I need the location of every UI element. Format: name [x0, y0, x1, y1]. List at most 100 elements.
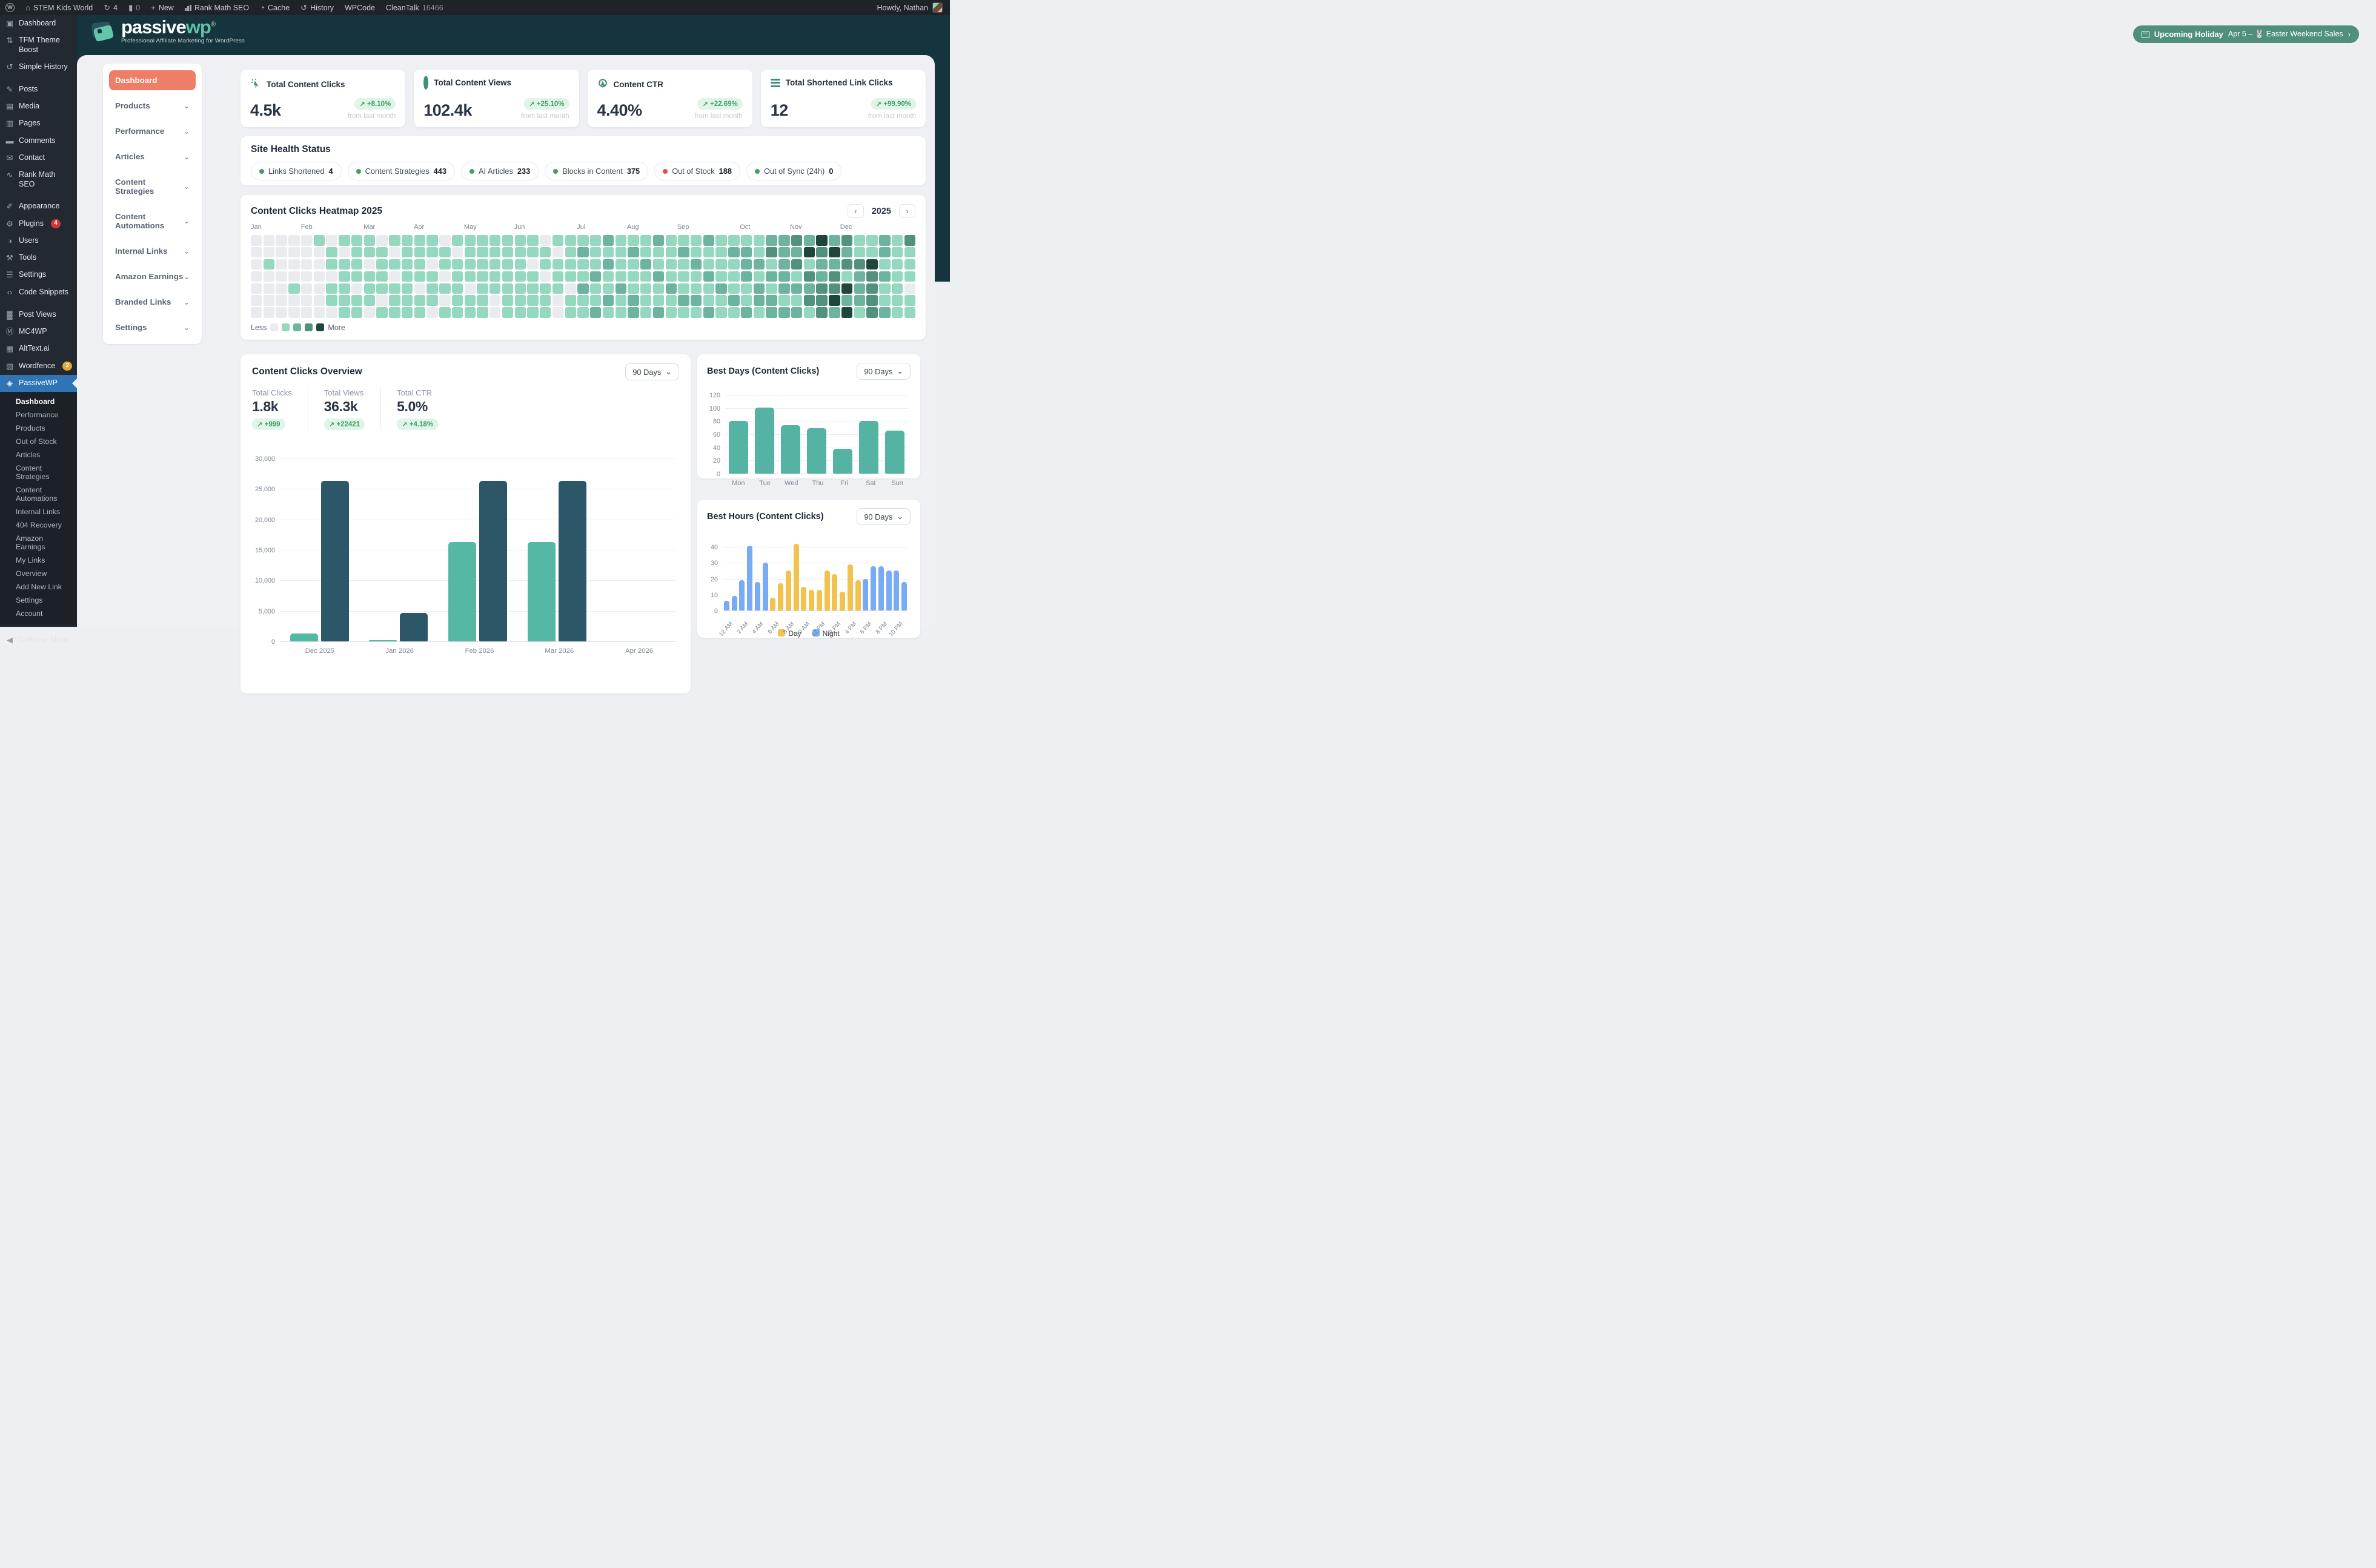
- heatmap-cell[interactable]: [540, 283, 551, 294]
- heatmap-cell[interactable]: [314, 247, 325, 258]
- heatmap-cell[interactable]: [264, 307, 274, 318]
- heatmap-cell[interactable]: [364, 271, 375, 282]
- heatmap-cell[interactable]: [715, 235, 726, 246]
- heatmap-cell[interactable]: [264, 259, 274, 270]
- plugin-menu-item-content-strategies[interactable]: Content Strategies⌄: [109, 172, 196, 201]
- heatmap-cell[interactable]: [766, 271, 777, 282]
- heatmap-cell[interactable]: [791, 295, 802, 306]
- heatmap-cell[interactable]: [640, 259, 651, 270]
- heatmap-cell[interactable]: [376, 247, 387, 258]
- heatmap-cell[interactable]: [364, 307, 375, 318]
- heatmap-cell[interactable]: [691, 307, 702, 318]
- heatmap-cell[interactable]: [892, 235, 903, 246]
- heatmap-cell[interactable]: [515, 283, 526, 294]
- plugin-menu-item-internal-links[interactable]: Internal Links⌄: [109, 241, 196, 261]
- heatmap-cell[interactable]: [276, 259, 287, 270]
- heatmap-cell[interactable]: [426, 247, 437, 258]
- heatmap-cell[interactable]: [666, 295, 677, 306]
- heatmap-cell[interactable]: [364, 247, 375, 258]
- heatmap-cell[interactable]: [841, 247, 852, 258]
- sidebar-item-posts[interactable]: ✎Posts: [0, 81, 77, 98]
- heatmap-cell[interactable]: [351, 247, 362, 258]
- heatmap-cell[interactable]: [326, 235, 337, 246]
- heatmap-cell[interactable]: [778, 283, 789, 294]
- heatmap-cell[interactable]: [251, 295, 262, 306]
- heatmap-cell[interactable]: [879, 271, 890, 282]
- heatmap-cell[interactable]: [288, 295, 299, 306]
- heatmap-cell[interactable]: [414, 259, 425, 270]
- heatmap-cell[interactable]: [603, 295, 614, 306]
- bar-wed[interactable]: [781, 425, 800, 474]
- heatmap-cell[interactable]: [640, 307, 651, 318]
- heatmap-cell[interactable]: [402, 271, 413, 282]
- heatmap-cell[interactable]: [276, 247, 287, 258]
- heatmap-cell[interactable]: [879, 307, 890, 318]
- heatmap-cell[interactable]: [489, 307, 500, 318]
- heatmap-cell[interactable]: [791, 235, 802, 246]
- heatmap-cell[interactable]: [276, 271, 287, 282]
- upcoming-holiday-button[interactable]: Upcoming Holiday Apr 5 – 🐰 Easter Weeken…: [2133, 25, 2359, 43]
- heatmap-cell[interactable]: [553, 247, 563, 258]
- heatmap-cell[interactable]: [829, 295, 840, 306]
- heatmap-cell[interactable]: [616, 271, 626, 282]
- heatmap-cell[interactable]: [402, 247, 413, 258]
- heatmap-cell[interactable]: [364, 283, 375, 294]
- heatmap-cell[interactable]: [678, 259, 689, 270]
- bar-clicks[interactable]: [528, 542, 556, 641]
- heatmap-cell[interactable]: [678, 283, 689, 294]
- heatmap-cell[interactable]: [728, 235, 739, 246]
- heatmap-cell[interactable]: [264, 283, 274, 294]
- heatmap-cell[interactable]: [691, 271, 702, 282]
- heatmap-cell[interactable]: [276, 307, 287, 318]
- heatmap-cell[interactable]: [389, 259, 400, 270]
- plugin-menu-item-dashboard[interactable]: Dashboard: [109, 70, 196, 90]
- heatmap-cell[interactable]: [288, 247, 299, 258]
- heatmap-cell[interactable]: [301, 259, 312, 270]
- heatmap-cell[interactable]: [653, 259, 664, 270]
- new-content-menu[interactable]: +New: [145, 0, 179, 15]
- heatmap-cell[interactable]: [364, 259, 375, 270]
- bar-1-pm[interactable]: [825, 571, 830, 610]
- heatmap-cell[interactable]: [553, 295, 563, 306]
- heatmap-cell[interactable]: [515, 235, 526, 246]
- heatmap-cell[interactable]: [904, 235, 915, 246]
- heatmap-cell[interactable]: [904, 247, 915, 258]
- heatmap-cell[interactable]: [741, 247, 752, 258]
- heatmap-cell[interactable]: [778, 295, 789, 306]
- heatmap-cell[interactable]: [276, 235, 287, 246]
- heatmap-cell[interactable]: [616, 247, 626, 258]
- heatmap-next-button[interactable]: ›: [899, 204, 915, 218]
- heatmap-cell[interactable]: [288, 307, 299, 318]
- sidebar-item-plugins[interactable]: ⚙Plugins4: [0, 216, 77, 233]
- heatmap-cell[interactable]: [565, 283, 576, 294]
- heatmap-cell[interactable]: [439, 283, 450, 294]
- heatmap-cell[interactable]: [502, 271, 513, 282]
- sidebar-item-tfm-theme-boost[interactable]: ⇅TFM Theme Boost: [0, 32, 77, 58]
- heatmap-cell[interactable]: [502, 247, 513, 258]
- bar-5-pm[interactable]: [855, 580, 861, 610]
- heatmap-cell[interactable]: [804, 259, 815, 270]
- submenu-item-performance[interactable]: Performance: [0, 408, 77, 422]
- heatmap-cell[interactable]: [628, 283, 639, 294]
- heatmap-cell[interactable]: [754, 283, 765, 294]
- plugin-menu-item-articles[interactable]: Articles⌄: [109, 147, 196, 167]
- heatmap-cell[interactable]: [754, 307, 765, 318]
- heatmap-cell[interactable]: [628, 247, 639, 258]
- heatmap-cell[interactable]: [754, 235, 765, 246]
- heatmap-cell[interactable]: [326, 259, 337, 270]
- heatmap-cell[interactable]: [616, 283, 626, 294]
- heatmap-cell[interactable]: [389, 295, 400, 306]
- heatmap-cell[interactable]: [577, 271, 588, 282]
- heatmap-cell[interactable]: [376, 271, 387, 282]
- sidebar-item-appearance[interactable]: ✐Appearance: [0, 198, 77, 215]
- heatmap-cell[interactable]: [715, 247, 726, 258]
- heatmap-cell[interactable]: [879, 283, 890, 294]
- heatmap-cell[interactable]: [402, 283, 413, 294]
- heatmap-cell[interactable]: [666, 307, 677, 318]
- heatmap-cell[interactable]: [703, 283, 714, 294]
- heatmap-cell[interactable]: [866, 259, 877, 270]
- bar-views[interactable]: [559, 481, 586, 641]
- heatmap-cell[interactable]: [452, 295, 463, 306]
- heatmap-cell[interactable]: [715, 307, 726, 318]
- heatmap-cell[interactable]: [703, 259, 714, 270]
